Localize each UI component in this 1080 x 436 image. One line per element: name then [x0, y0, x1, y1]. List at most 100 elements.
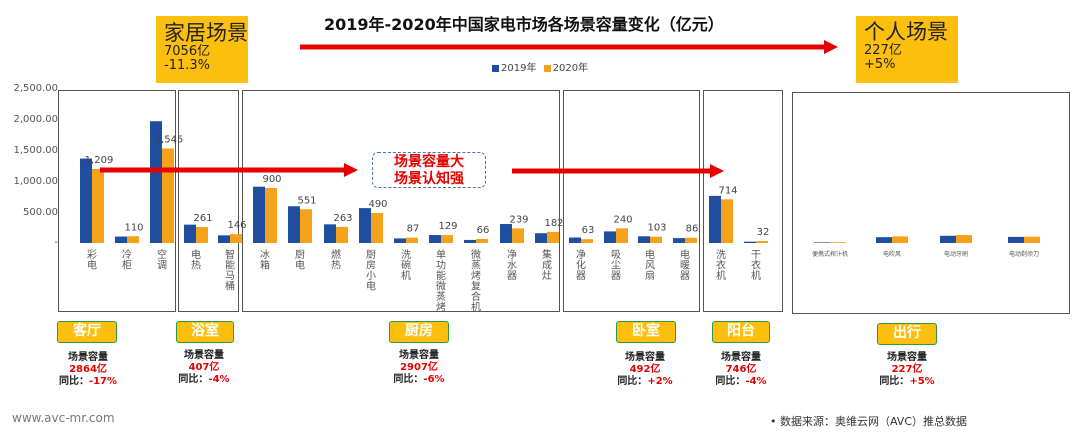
home-scene-change: -11.3%	[164, 58, 210, 73]
stat-value: 2907亿	[400, 362, 438, 373]
stat-value: 407亿	[188, 362, 220, 373]
category-label: 电暖器	[680, 248, 690, 282]
category-label: 洗碗机	[401, 249, 411, 282]
value-label: 261	[193, 213, 212, 224]
personal-scene-value: 227亿	[864, 43, 902, 58]
legend-swatch-2020	[543, 64, 551, 72]
value-label: 1,209	[85, 155, 114, 166]
bar-2020	[547, 231, 559, 243]
stat-yoy: 同比：-4%	[178, 374, 230, 385]
value-label: 146	[227, 220, 246, 231]
bar-2019	[253, 186, 265, 243]
category-label: 冷柜	[122, 248, 132, 272]
bar-2020	[336, 226, 348, 243]
group-frame-bath	[178, 90, 239, 312]
scene-tag-travel: 出行	[877, 323, 937, 345]
group-frame-travel	[792, 92, 1070, 314]
bar-2019	[569, 237, 581, 243]
bar-2020	[685, 237, 697, 243]
value-label: 87	[407, 224, 420, 235]
home-scene-title: 家居场景	[164, 21, 248, 45]
scene-tag-bedroom: 卧室	[616, 321, 676, 343]
scene-stat-bedroom: 场景容量 492亿 同比：+2%	[595, 352, 695, 388]
bar-2019	[940, 235, 956, 243]
category-label: 净水器	[507, 248, 517, 282]
stat-label: 场景容量	[887, 352, 927, 363]
category-label: 电风扇	[645, 248, 655, 282]
value-label: 240	[613, 214, 632, 225]
bar-2019	[288, 206, 300, 243]
bar-2019	[709, 195, 721, 243]
value-label: 129	[438, 221, 457, 232]
stat-value: 227亿	[891, 364, 923, 375]
bar-2019	[744, 241, 756, 243]
bar-2020	[721, 199, 733, 243]
value-label: 900	[262, 174, 281, 185]
bar-2020	[650, 236, 662, 243]
website-footer: www.avc-mr.com	[12, 411, 115, 425]
bar-2019	[638, 236, 650, 243]
stat-yoy: 同比：+2%	[617, 376, 673, 387]
bar-2019	[500, 224, 512, 243]
stat-label: 场景容量	[68, 352, 108, 363]
bar-2019	[324, 224, 336, 243]
data-source-note: • 数据来源：奥维云网（AVC）推总数据	[770, 415, 968, 428]
bar-2019	[464, 239, 476, 243]
bar-2020	[371, 213, 383, 243]
highlight-line-1: 场景容量大	[394, 154, 464, 170]
value-label: 490	[368, 199, 387, 210]
scene-tag-balcony: 阳台	[712, 321, 770, 343]
y-tick: 1,500.00	[13, 145, 58, 156]
home-scene-box: 家居场景 7056亿 -11.3%	[156, 16, 248, 83]
value-label: 63	[582, 225, 595, 236]
bar-2019	[80, 158, 92, 243]
scene-stat-bath: 场景容量 407亿 同比：-4%	[154, 350, 254, 386]
category-label: 电吹风	[883, 250, 901, 258]
bar-2020	[300, 209, 312, 243]
home-scene-value: 7056亿	[164, 44, 211, 59]
scene-tag-living: 客厅	[57, 321, 117, 343]
value-label: 182	[544, 218, 563, 229]
bar-2019	[429, 235, 441, 243]
scene-tag-kitchen: 厨房	[389, 321, 449, 343]
category-label: 吸尘器	[611, 250, 621, 282]
chart-title: 2019年-2020年中国家电市场各场景容量变化（亿元）	[324, 15, 724, 34]
bar-2019	[184, 224, 196, 243]
category-label: 彩电	[87, 249, 97, 272]
legend-swatch-2019	[492, 64, 499, 72]
bar-2020	[406, 237, 418, 243]
bar-2019	[150, 121, 162, 243]
bar-2020	[830, 242, 846, 243]
bar-2020	[476, 238, 488, 243]
bar-2019	[394, 238, 406, 243]
category-label: 单功能微蒸烤	[436, 249, 446, 314]
bar-2019	[814, 242, 830, 243]
stat-yoy: 同比：-6%	[393, 374, 445, 385]
value-label: 551	[297, 195, 316, 206]
value-label: 239	[509, 214, 528, 225]
bar-2020	[616, 228, 628, 243]
value-label: 103	[647, 223, 666, 234]
bar-2020	[265, 187, 277, 243]
stat-label: 场景容量	[721, 352, 761, 363]
bar-2020	[956, 235, 972, 243]
y-tick: 500.00	[23, 207, 58, 218]
category-label: 微蒸烤复合机	[471, 248, 481, 314]
legend: 2019年 2020年	[492, 59, 588, 74]
bar-2019	[115, 236, 127, 243]
category-label: 智能马桶	[225, 248, 235, 293]
value-label: 86	[686, 224, 699, 235]
category-label: 电动牙刷	[944, 250, 968, 258]
stat-yoy: 同比：+5%	[879, 376, 935, 387]
value-label: 110	[124, 222, 143, 233]
bar-2020	[196, 227, 208, 243]
value-label: 1,545	[155, 134, 184, 145]
bar-2019	[359, 208, 371, 243]
value-label: 66	[477, 225, 490, 236]
category-label: 厨房小电	[366, 249, 376, 293]
bar-2020	[162, 148, 174, 243]
bar-2019	[1008, 236, 1024, 243]
stat-label: 场景容量	[625, 352, 665, 363]
bar-2019	[876, 237, 892, 243]
